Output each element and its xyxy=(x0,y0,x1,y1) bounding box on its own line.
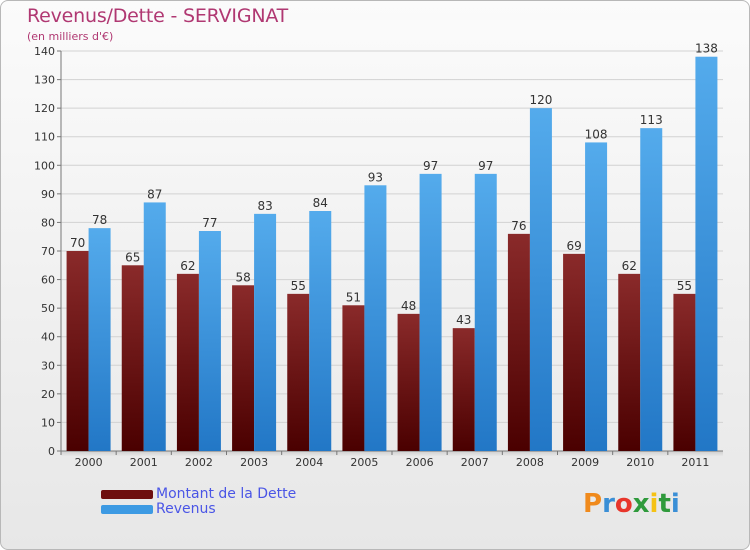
data-label-revenus: 120 xyxy=(529,93,552,107)
data-label-dette: 65 xyxy=(125,250,140,264)
logo-letter: P xyxy=(583,489,603,519)
bar-dette xyxy=(342,305,365,451)
data-label-revenus: 93 xyxy=(368,170,383,184)
data-label-dette: 55 xyxy=(291,279,306,293)
bar-revenus xyxy=(695,56,718,451)
y-tick-label: 0 xyxy=(48,445,55,458)
x-tick-label: 2010 xyxy=(626,456,654,469)
y-tick-label: 40 xyxy=(41,331,55,344)
bar-revenus xyxy=(143,202,166,451)
data-label-revenus: 84 xyxy=(313,196,328,210)
bar-revenus xyxy=(585,142,608,451)
bar-revenus xyxy=(254,213,277,451)
x-tick-label: 2004 xyxy=(295,456,323,469)
data-label-revenus: 113 xyxy=(640,113,663,127)
bar-revenus xyxy=(88,228,111,451)
bar-dette xyxy=(232,285,255,451)
bar-revenus xyxy=(364,185,387,452)
data-label-dette: 70 xyxy=(70,236,85,250)
chart-subtitle: (en milliers d'€) xyxy=(27,30,114,43)
x-tick-label: 2008 xyxy=(516,456,544,469)
y-tick-label: 90 xyxy=(41,188,55,201)
bar-dette xyxy=(121,265,144,451)
legend-label-revenus: Revenus xyxy=(156,501,216,517)
x-tick-label: 2005 xyxy=(350,456,378,469)
x-tick-label: 2000 xyxy=(75,456,103,469)
data-label-revenus: 97 xyxy=(423,159,438,173)
x-tick-label: 2007 xyxy=(461,456,489,469)
y-tick-label: 110 xyxy=(34,131,55,144)
data-label-revenus: 138 xyxy=(695,42,718,56)
data-label-dette: 76 xyxy=(511,219,526,233)
bar-dette xyxy=(563,253,586,451)
bar-revenus xyxy=(309,211,332,451)
data-label-revenus: 97 xyxy=(478,159,493,173)
data-label-dette: 62 xyxy=(180,259,195,273)
bar-revenus xyxy=(529,108,552,452)
logo-letter: i xyxy=(649,489,659,519)
bar-dette xyxy=(176,273,199,451)
logo-letter: r xyxy=(602,489,615,519)
bar-revenus xyxy=(419,173,442,451)
bar-revenus xyxy=(640,128,663,451)
data-label-revenus: 78 xyxy=(92,213,107,227)
bar-dette xyxy=(287,293,310,451)
y-tick-label: 130 xyxy=(34,74,55,87)
bar-dette xyxy=(618,273,641,451)
data-label-revenus: 83 xyxy=(257,199,272,213)
logo-letter: t xyxy=(658,489,671,519)
data-label-revenus: 108 xyxy=(585,127,608,141)
grid-lines xyxy=(61,50,723,452)
y-tick-label: 100 xyxy=(34,159,55,172)
data-label-dette: 62 xyxy=(622,259,637,273)
logo-letter: x xyxy=(632,489,650,519)
x-tick-label: 2001 xyxy=(130,456,158,469)
bar-dette xyxy=(507,233,530,451)
y-tick-label: 50 xyxy=(41,302,55,315)
data-label-dette: 43 xyxy=(456,313,471,327)
x-tick-label: 2009 xyxy=(571,456,599,469)
x-tick-label: 2002 xyxy=(185,456,213,469)
bar-dette xyxy=(452,328,475,451)
y-tick-label: 10 xyxy=(41,416,55,429)
data-label-dette: 51 xyxy=(346,290,361,304)
x-tick-label: 2011 xyxy=(681,456,709,469)
y-tick-label: 120 xyxy=(34,102,55,115)
y-tick-label: 60 xyxy=(41,274,55,287)
bar-revenus xyxy=(474,173,497,451)
logo-letter: o xyxy=(614,489,633,519)
bars xyxy=(66,56,718,452)
y-tick-label: 30 xyxy=(41,359,55,372)
bar-dette xyxy=(66,251,89,451)
data-label-dette: 48 xyxy=(401,299,416,313)
proxiti-logo: Proxiti xyxy=(583,489,680,519)
data-label-dette: 55 xyxy=(677,279,692,293)
chart-title: Revenus/Dette - SERVIGNAT xyxy=(27,5,289,27)
data-label-dette: 58 xyxy=(235,270,250,284)
legend-label-dette: Montant de la Dette xyxy=(156,486,297,502)
y-tick-label: 140 xyxy=(34,45,55,58)
y-tick-label: 70 xyxy=(41,245,55,258)
data-label-revenus: 87 xyxy=(147,187,162,201)
x-tick-label: 2006 xyxy=(406,456,434,469)
legend-swatch-dette xyxy=(101,490,153,499)
bar-dette xyxy=(673,293,696,451)
data-label-dette: 69 xyxy=(566,239,581,253)
bar-dette xyxy=(397,313,420,451)
bar-revenus xyxy=(198,231,221,451)
data-labels: 70 78 65 87 62 77 58 83 55 84 51 93 48 97 43 97 76 120 69 1… xyxy=(70,42,718,327)
x-tick-label: 2003 xyxy=(240,456,268,469)
y-tick-label: 80 xyxy=(41,216,55,229)
data-label-revenus: 77 xyxy=(202,216,217,230)
axes: 0 10 20 30 40 50 60 70 80 90 100 110 120 130 140 2000 20… xyxy=(34,45,723,469)
logo-letter: i xyxy=(670,489,680,519)
legend-swatch-revenus xyxy=(101,505,153,514)
y-tick-label: 20 xyxy=(41,388,55,401)
